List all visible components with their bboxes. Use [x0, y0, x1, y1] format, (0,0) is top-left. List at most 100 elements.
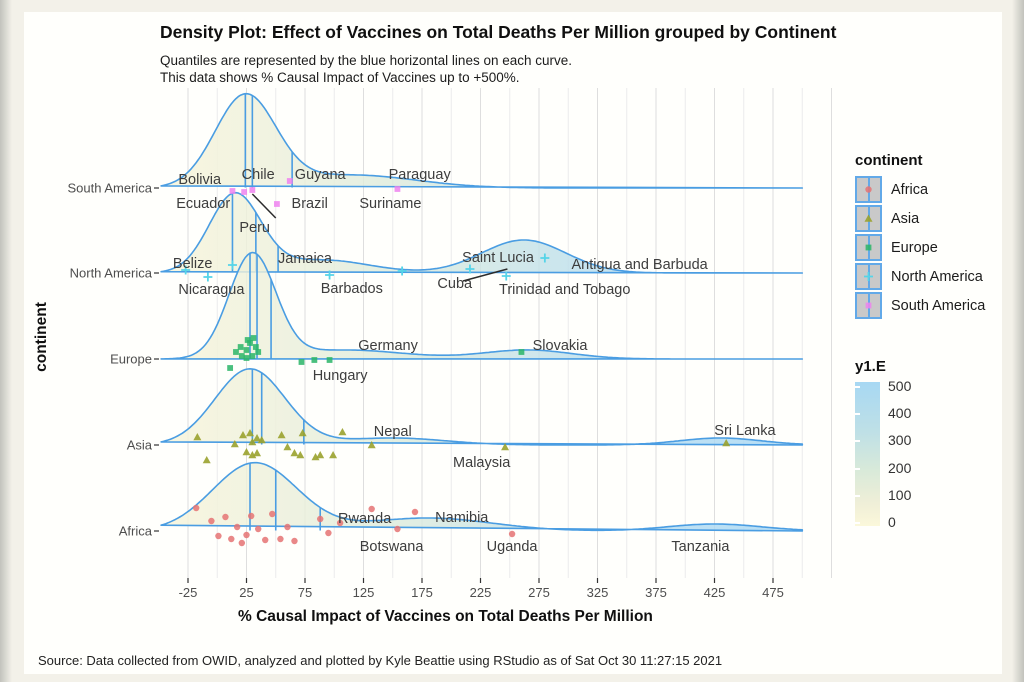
gradient-tick-label: 0 — [888, 514, 896, 530]
data-point — [243, 347, 250, 353]
square-legend-key-icon — [855, 292, 882, 319]
circle-legend-key-icon — [855, 176, 882, 203]
data-point — [367, 441, 376, 449]
data-point — [249, 353, 256, 359]
x-tick-label: 425 — [703, 585, 726, 600]
country-label-antigua-and-barbuda: Antigua and Barbuda — [571, 257, 708, 273]
data-point — [255, 349, 262, 355]
x-axis-title: % Causal Impact of Vaccines on Total Dea… — [238, 608, 653, 625]
data-point — [501, 443, 510, 451]
data-point — [316, 451, 325, 459]
data-point — [286, 178, 293, 184]
data-point — [326, 357, 333, 363]
data-point — [229, 188, 236, 194]
x-tick-label: 225 — [469, 585, 492, 600]
x-tick-label: -25 — [178, 585, 198, 600]
density-curve-europe — [160, 251, 804, 360]
country-label-sri-lanka: Sri Lanka — [714, 423, 776, 439]
country-label-tanzania: Tanzania — [671, 539, 730, 555]
country-label-bolivia: Bolivia — [178, 172, 222, 188]
data-point — [227, 365, 234, 371]
data-point — [238, 431, 247, 439]
x-tick-label: 375 — [645, 585, 667, 600]
y-tick-label-south-america: South America — [67, 180, 152, 196]
data-point — [222, 513, 229, 521]
legend-entry-africa: Africa — [855, 175, 985, 204]
data-point — [252, 344, 259, 350]
legend-label: Europe — [891, 239, 938, 256]
data-point — [208, 517, 215, 525]
chart-subtitle-line1: Quantiles are represented by the blue ho… — [160, 53, 573, 68]
country-label-brazil: Brazil — [291, 196, 328, 212]
data-point — [336, 519, 344, 527]
x-tick-label: 75 — [297, 585, 313, 600]
triangle-legend-key-icon — [855, 205, 882, 232]
gradient-tick-label: 100 — [888, 486, 912, 503]
gradient-tick-label: 500 — [888, 378, 912, 394]
data-point — [262, 536, 269, 544]
data-point — [338, 428, 347, 436]
data-point — [257, 436, 266, 444]
data-point — [227, 260, 237, 270]
data-point — [274, 201, 280, 207]
data-point — [203, 272, 213, 282]
data-point — [228, 535, 235, 543]
legend-entry-south-america: South America — [855, 291, 985, 320]
x-tick-label: 475 — [762, 585, 784, 600]
legend-entry-north-america: North America — [855, 262, 985, 291]
x-tick-label: 275 — [528, 585, 550, 600]
country-label-germany: Germany — [358, 338, 418, 354]
data-point — [238, 539, 246, 547]
y-tick-label-north-america: North America — [69, 265, 152, 281]
data-point — [248, 451, 257, 459]
figure-background — [24, 12, 1002, 674]
country-label-nicaragua: Nicaragua — [178, 282, 245, 298]
legend-entry-europe: Europe — [855, 233, 985, 262]
data-point — [277, 535, 284, 543]
data-point — [181, 265, 191, 275]
data-point — [249, 187, 256, 193]
data-point — [238, 353, 245, 359]
data-point — [202, 456, 211, 464]
data-point — [244, 337, 251, 343]
data-point — [243, 531, 250, 539]
gradient-tick-notch — [855, 440, 860, 443]
data-point — [325, 270, 335, 280]
data-point — [269, 510, 276, 518]
source-footer: Source: Data collected from OWID, analyz… — [38, 653, 723, 668]
data-point — [247, 340, 253, 346]
density-curve-africa — [160, 461, 804, 532]
data-point — [864, 214, 873, 222]
data-point — [722, 439, 731, 447]
data-point — [394, 186, 401, 192]
country-label-belize: Belize — [172, 256, 213, 272]
country-label-peru: Peru — [239, 220, 271, 236]
data-point — [311, 453, 320, 461]
country-label-botswana: Botswana — [359, 539, 424, 555]
data-point — [243, 355, 250, 361]
data-point — [215, 532, 222, 540]
gradient-legend: y1.E 500 400 300 200 100 0 — [855, 358, 911, 530]
country-label-malaysia: Malaysia — [453, 455, 511, 471]
data-point — [253, 434, 262, 442]
country-label-trinidad-and-tobago: Trinidad and Tobago — [499, 282, 631, 298]
density-curve-south-america — [160, 92, 804, 189]
country-label-slovakia: Slovakia — [532, 338, 588, 354]
gradient-tick-notch — [855, 386, 860, 388]
data-point — [283, 443, 292, 451]
data-point — [241, 189, 248, 195]
gradient-tick-label: 400 — [888, 405, 912, 422]
gradient-bar — [855, 382, 880, 526]
y-tick-label-europe: Europe — [110, 351, 152, 367]
country-label-rwanda: Rwanda — [338, 511, 392, 527]
square-legend-key-icon — [855, 234, 882, 261]
data-point — [501, 271, 511, 281]
data-point — [277, 431, 286, 439]
country-label-ecuador: Ecuador — [176, 196, 231, 212]
data-point — [291, 537, 298, 545]
gradient-legend-title: y1.E — [855, 358, 886, 375]
leader-line — [251, 193, 277, 219]
data-point — [394, 525, 401, 533]
y-tick-label-africa: Africa — [118, 523, 152, 539]
